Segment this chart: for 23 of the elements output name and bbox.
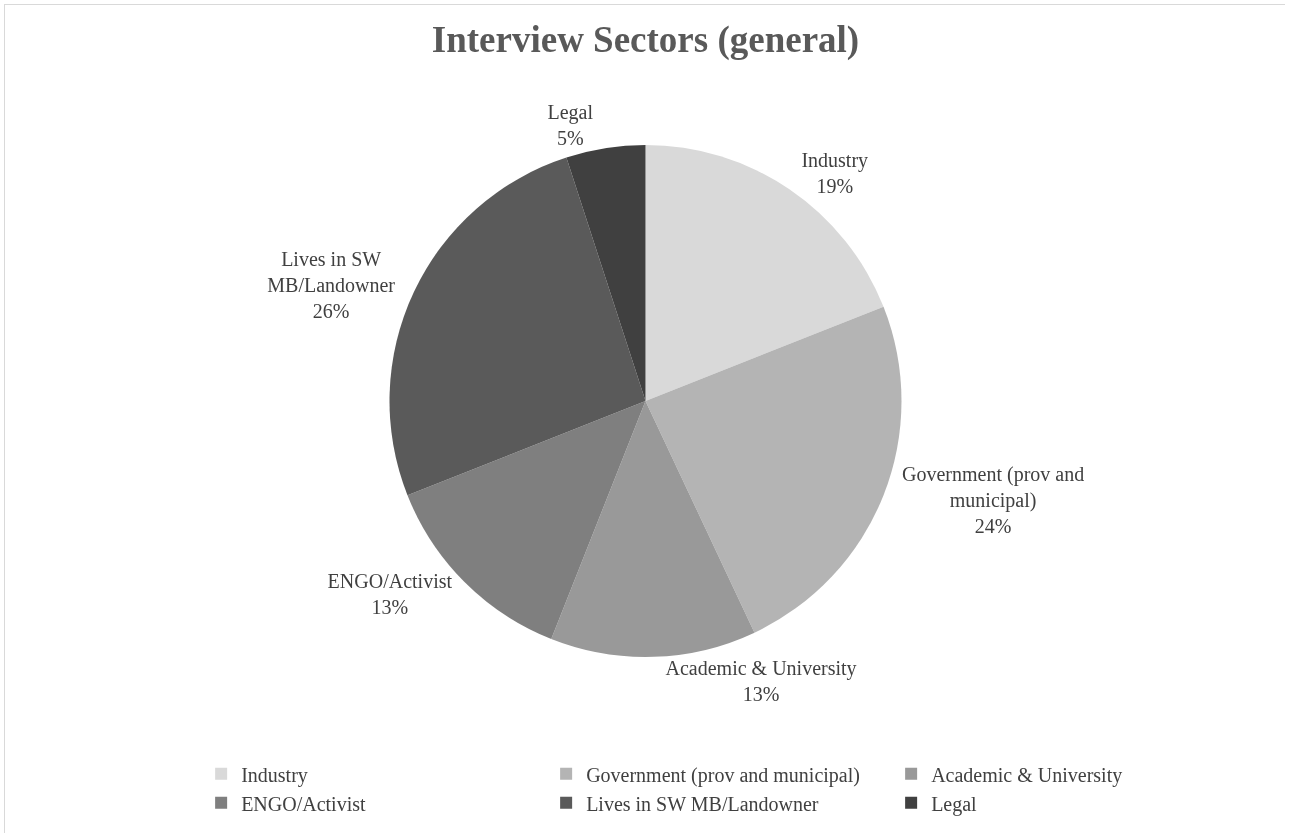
slice-label: Academic & University — [665, 656, 857, 680]
chart-title: Interview Sectors (general) — [431, 18, 860, 61]
data-label: 19% — [816, 174, 854, 197]
legend-label: ENGO/Activist — [241, 792, 367, 815]
legend-label: Government (prov and municipal) — [586, 763, 860, 787]
legend-label: Lives in SW MB/Landowner — [586, 792, 819, 815]
legend-label: Legal — [931, 792, 978, 816]
data-label: 13% — [742, 682, 780, 705]
slice-label: Lives in SW MB/Landowner — [267, 248, 396, 297]
slice-label: ENGO/Activist — [327, 570, 453, 593]
slice-label: Government (prov and municipal) — [902, 463, 1085, 513]
slice-label: Industry — [801, 148, 869, 172]
data-label: 5% — [556, 126, 584, 149]
data-label: 13% — [371, 596, 409, 619]
data-label: 26% — [312, 300, 350, 323]
legend-label: Industry — [241, 763, 308, 787]
data-label: 24% — [974, 515, 1012, 538]
slice-label: Legal — [547, 100, 594, 124]
pie-slice — [645, 145, 884, 401]
pie-slice — [566, 145, 646, 401]
pie-slice — [645, 306, 902, 633]
legend-label: Academic & University — [931, 763, 1123, 787]
pie-slice — [551, 401, 755, 657]
